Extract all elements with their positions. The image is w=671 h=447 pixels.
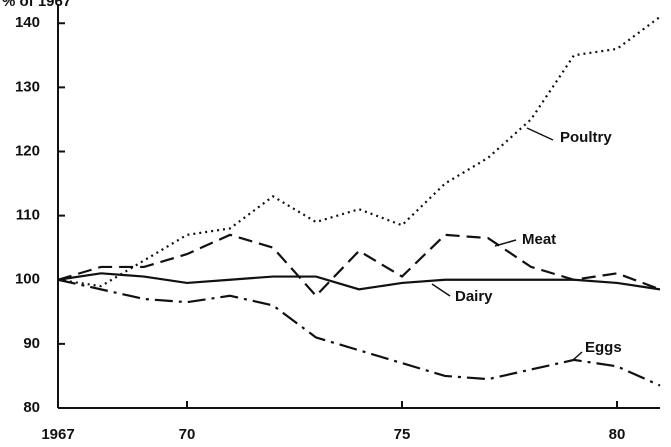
x-tick-label: 70 [179, 426, 196, 443]
y-tick-label: 110 [16, 207, 40, 224]
y-axis-label: % of 1967 [2, 0, 71, 10]
y-tick-label: 140 [15, 14, 40, 31]
label-leader [494, 239, 517, 247]
x-tick-label: 75 [394, 426, 411, 443]
label-leader [526, 127, 554, 141]
series-label: Dairy [455, 288, 493, 305]
x-tick-label: 1967 [41, 426, 74, 443]
series-line [57, 278, 661, 387]
y-tick-label: 130 [15, 78, 40, 95]
series-label: Eggs [585, 339, 622, 356]
x-tick-label: 80 [609, 426, 626, 443]
series-label: Meat [522, 231, 556, 248]
series-line [57, 272, 661, 291]
label-leader [572, 351, 583, 361]
label-leader [431, 283, 451, 297]
series-line [57, 15, 661, 288]
y-tick-label: 90 [23, 335, 40, 352]
series-line [57, 233, 661, 298]
y-tick-label: 100 [15, 271, 40, 288]
series-label: Poultry [560, 129, 612, 146]
y-tick-label: 120 [15, 142, 40, 159]
y-tick-label: 80 [23, 399, 40, 416]
